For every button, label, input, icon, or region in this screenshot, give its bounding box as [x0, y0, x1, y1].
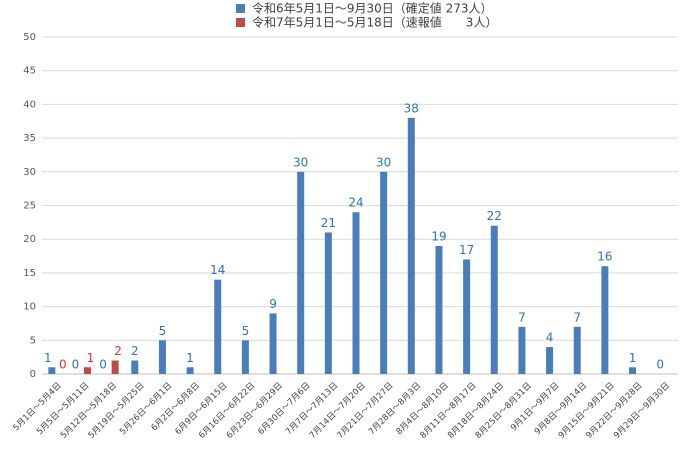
bar	[352, 212, 360, 374]
bar	[269, 313, 277, 374]
data-label: 24	[348, 196, 363, 210]
data-label: 30	[293, 155, 308, 169]
y-tick-label: 5	[30, 335, 36, 346]
y-tick-label: 0	[30, 369, 36, 380]
data-label: 1	[87, 351, 95, 365]
data-label: 7	[573, 310, 581, 324]
data-label: 22	[487, 209, 502, 223]
x-tick-label: 6月2日～6月8日	[150, 381, 202, 433]
data-label: 9	[269, 297, 277, 311]
data-label: 1	[186, 351, 194, 365]
data-label: 2	[114, 344, 122, 358]
y-tick-label: 50	[23, 32, 36, 43]
bar	[214, 279, 222, 374]
data-label: 1	[44, 351, 52, 365]
bar	[131, 360, 139, 374]
legend-swatch	[236, 18, 245, 27]
y-tick-label: 35	[23, 133, 36, 144]
data-label: 5	[159, 324, 167, 338]
x-tick-label: 9月1日～9月7日	[509, 381, 561, 433]
bar	[518, 326, 526, 374]
bar	[546, 347, 554, 374]
bar	[407, 117, 415, 374]
y-tick-label: 40	[23, 99, 36, 110]
bar	[48, 367, 56, 374]
data-label: 17	[459, 243, 474, 257]
data-label: 7	[518, 310, 526, 324]
bar	[601, 266, 609, 374]
bar	[297, 171, 305, 374]
bar	[83, 367, 91, 374]
y-tick-label: 10	[23, 302, 36, 313]
legend-label: 令和6年5月1日～9月30日（確定値 273人）	[252, 1, 493, 16]
y-tick-label: 45	[23, 66, 36, 77]
data-label: 0	[99, 358, 107, 372]
data-label: 0	[72, 358, 80, 372]
bar	[490, 225, 498, 374]
data-label: 19	[431, 229, 446, 243]
data-label: 14	[210, 263, 225, 277]
bar	[111, 360, 119, 374]
legend-label: 令和7年5月1日～5月18日（速報値 3人）	[252, 15, 497, 30]
x-tick-label: 5月1日～5月4日	[11, 381, 63, 433]
bar	[241, 340, 249, 374]
data-label: 16	[597, 250, 612, 264]
data-label: 38	[404, 101, 419, 115]
bar	[380, 171, 388, 374]
data-label: 1	[629, 351, 637, 365]
bar	[186, 367, 194, 374]
bar	[158, 340, 166, 374]
bar	[573, 326, 581, 374]
data-label: 5	[242, 324, 250, 338]
bar	[463, 259, 471, 374]
y-tick-label: 20	[23, 234, 36, 245]
y-tick-label: 25	[23, 201, 36, 212]
bar	[435, 245, 443, 374]
bar	[324, 232, 332, 374]
legend-swatch	[236, 4, 245, 13]
data-label: 2	[131, 344, 139, 358]
bar	[629, 367, 637, 374]
data-label: 0	[59, 358, 67, 372]
y-tick-label: 15	[23, 268, 36, 279]
data-label: 21	[321, 216, 336, 230]
data-label: 4	[546, 331, 554, 345]
y-tick-label: 30	[23, 167, 36, 178]
data-label: 30	[376, 155, 391, 169]
data-label: 0	[656, 358, 664, 372]
